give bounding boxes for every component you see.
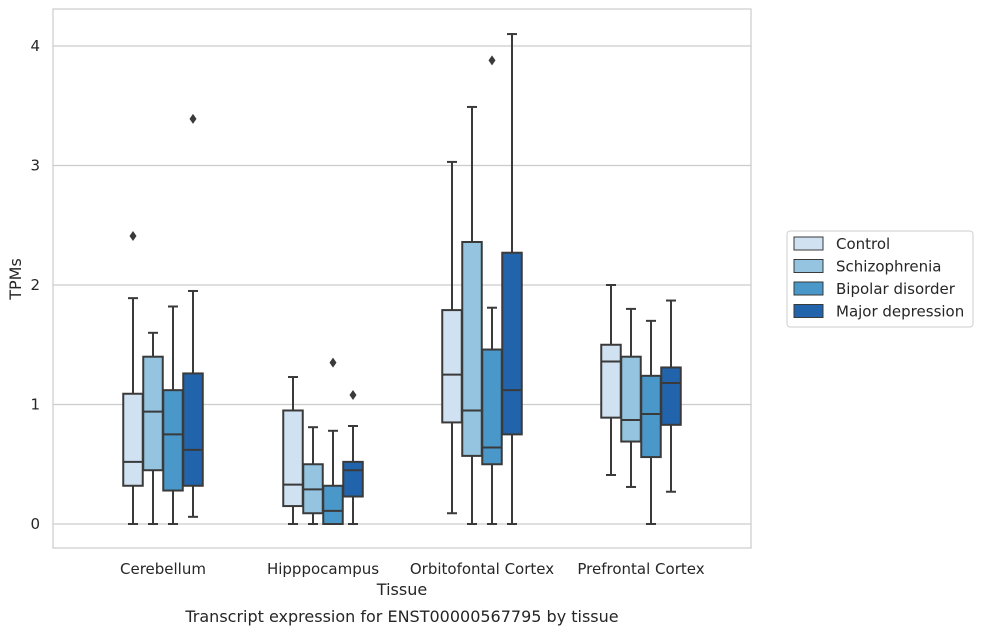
outlier-point — [329, 357, 337, 368]
box-iqr — [142, 355, 164, 472]
box-2-0 — [162, 305, 184, 525]
box-iqr — [342, 460, 364, 498]
y-tick-label: 3 — [30, 157, 40, 175]
chart-caption: Transcript expression for ENST0000056779… — [184, 607, 618, 626]
legend-label: Control — [836, 235, 890, 253]
y-tick-label: 2 — [30, 276, 40, 294]
box-iqr — [620, 355, 642, 443]
y-tick-labels: 0 1 2 3 4 — [30, 37, 40, 533]
box-2-3 — [640, 319, 662, 525]
outlier-point — [129, 231, 137, 242]
box-0-0 — [122, 231, 144, 525]
box-3-3 — [660, 299, 682, 493]
y-tick-label: 1 — [30, 396, 40, 414]
legend-swatch — [793, 259, 824, 273]
box-1-0 — [142, 331, 164, 525]
legend-label: Schizophrenia — [836, 258, 941, 276]
box-3-1 — [342, 389, 364, 525]
box-1-3 — [620, 307, 642, 488]
box-iqr — [600, 343, 622, 419]
x-tick-label: Hipppocampus — [267, 560, 379, 578]
box-3-0 — [182, 113, 204, 518]
box-3-2 — [501, 33, 523, 525]
plot-area-frame — [52, 8, 752, 549]
x-tick-label: Orbitofontal Cortex — [410, 560, 554, 578]
legend-frame — [786, 230, 974, 328]
outlier-point — [189, 113, 197, 124]
box-iqr — [162, 389, 184, 492]
box-iqr — [640, 374, 662, 459]
box-iqr — [441, 309, 463, 424]
box-iqr — [282, 409, 304, 508]
y-axis-label: TPMs — [6, 258, 25, 301]
x-tick-label: Cerebellum — [120, 560, 206, 578]
box-1-1 — [302, 426, 324, 525]
y-tick-label: 4 — [30, 37, 40, 55]
box-iqr — [182, 372, 204, 487]
legend-label: Major depression — [836, 303, 964, 321]
boxes — [122, 33, 682, 526]
legend-label: Bipolar disorder — [836, 280, 956, 298]
box-0-2 — [441, 160, 463, 515]
y-tick-label: 0 — [30, 515, 40, 533]
box-1-2 — [461, 105, 483, 525]
outlier-point — [488, 55, 496, 66]
box-0-3 — [600, 284, 622, 477]
x-tick-label: Prefrontal Cortex — [577, 560, 704, 578]
legend: Control Schizophrenia Bipolar disorder Majo… — [786, 230, 974, 328]
outlier-point — [349, 389, 357, 400]
x-tick-labels: Cerebellum Hipppocampus Orbitofontal Corte… — [120, 560, 705, 578]
box-iqr — [461, 240, 483, 457]
x-axis-label: Tissue — [376, 580, 427, 599]
box-0-1 — [282, 376, 304, 525]
box-2-1 — [322, 357, 344, 526]
box-2-2 — [481, 55, 503, 525]
box-iqr — [660, 366, 682, 426]
box-iqr — [122, 392, 144, 487]
box-iqr — [501, 251, 523, 436]
legend-swatch — [793, 304, 824, 318]
box-iqr — [322, 484, 344, 526]
legend-swatch — [793, 281, 824, 296]
legend-swatch — [793, 236, 824, 251]
